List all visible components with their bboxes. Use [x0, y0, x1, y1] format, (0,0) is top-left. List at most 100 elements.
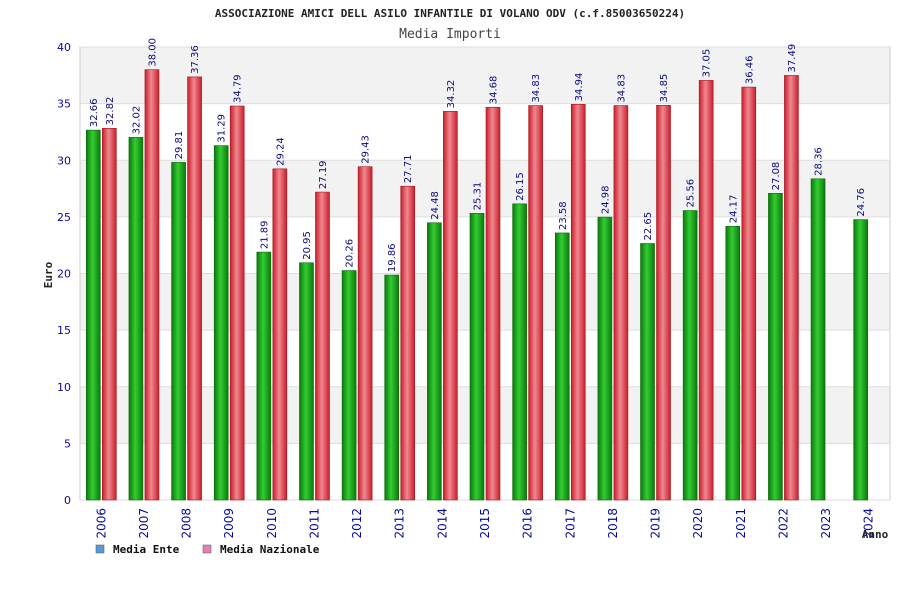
value-label: 27.71	[403, 155, 414, 184]
x-axis-title: Anno	[862, 528, 889, 541]
bar-media-nazionale-2018	[613, 105, 629, 501]
value-label: 27.08	[771, 162, 782, 191]
bar-media-ente-2011	[299, 262, 314, 501]
y-tick-label: 5	[64, 437, 71, 450]
x-tick-label: 2024	[862, 508, 876, 539]
value-label: 25.56	[686, 179, 697, 208]
y-tick-label: 40	[57, 41, 71, 54]
bar-media-nazionale-2019	[656, 105, 671, 501]
x-tick-label: 2013	[393, 508, 407, 539]
value-label: 26.15	[515, 172, 526, 201]
value-label: 23.58	[558, 201, 569, 230]
bar-media-ente-2019	[640, 243, 655, 501]
x-tick-label: 2019	[649, 508, 663, 539]
bar-media-ente-2018	[597, 216, 613, 501]
x-tick-label: 2010	[265, 508, 279, 539]
y-tick-label: 0	[64, 494, 71, 507]
x-tick-label: 2016	[521, 508, 535, 539]
bar-media-nazionale-2007	[144, 69, 160, 501]
bar-media-ente-2010	[256, 251, 272, 501]
bar-media-nazionale-2008	[187, 76, 202, 501]
x-tick-label: 2020	[691, 508, 705, 539]
bar-media-ente-2008	[171, 162, 186, 501]
value-label: 38.00	[147, 38, 158, 67]
bar-media-nazionale-2013	[400, 185, 416, 501]
value-label: 34.85	[659, 74, 670, 103]
bar-media-ente-2015	[469, 213, 485, 501]
value-label: 24.17	[728, 195, 739, 224]
x-tick-label: 2022	[776, 508, 790, 539]
x-tick-label: 2006	[94, 508, 108, 539]
value-label: 20.95	[302, 231, 313, 260]
bar-media-nazionale-2009	[229, 105, 245, 501]
value-label: 32.02	[131, 106, 142, 135]
value-labels: 32.66 32.82 32.02 38.00 29.81 37.36 31.29 34.79…	[89, 38, 867, 272]
x-tick-label: 2011	[307, 508, 321, 539]
y-tick-label: 35	[57, 98, 71, 111]
bar-media-ente-2006	[86, 129, 101, 501]
bar-media-ente-2007	[128, 137, 144, 501]
value-label: 34.79	[233, 74, 244, 103]
y-tick-label: 20	[57, 268, 71, 281]
value-label: 25.31	[473, 182, 484, 211]
legend-label-media-ente: Media Ente	[113, 543, 180, 556]
bar-media-ente-2013	[384, 274, 400, 501]
value-label: 37.05	[702, 49, 713, 78]
value-label: 29.43	[361, 135, 372, 164]
x-tick-label: 2015	[478, 508, 492, 539]
bar-media-ente-2012	[341, 270, 357, 501]
x-axis-ticks: 2006 2007 2008 2009 2010 2011 2012 2013 2014 2015…	[94, 508, 875, 539]
bar-media-nazionale-2021	[741, 86, 757, 501]
legend-swatch-media-nazionale	[202, 544, 212, 554]
legend-label-media-nazionale: Media Nazionale	[220, 543, 320, 556]
y-tick-label: 30	[57, 154, 71, 167]
x-tick-label: 2007	[137, 508, 151, 539]
x-tick-label: 2014	[435, 508, 449, 539]
value-label: 34.68	[489, 76, 500, 105]
y-axis-title: Euro	[42, 261, 55, 288]
value-label: 20.26	[345, 239, 356, 268]
x-tick-label: 2008	[180, 508, 194, 539]
legend-swatch-media-ente	[95, 544, 105, 554]
bar-media-ente-2014	[427, 222, 442, 501]
value-label: 36.46	[744, 55, 755, 84]
bar-media-nazionale-2014	[443, 111, 458, 501]
value-label: 34.32	[446, 80, 457, 109]
value-label: 37.36	[190, 45, 201, 74]
value-label: 32.82	[105, 97, 116, 126]
value-label: 21.89	[259, 220, 270, 249]
bars	[86, 69, 868, 501]
x-tick-label: 2023	[819, 508, 833, 539]
bar-media-nazionale-2022	[784, 75, 799, 501]
bar-media-nazionale-2020	[698, 80, 714, 501]
value-label: 24.48	[430, 191, 441, 220]
bar-media-ente-2024	[853, 219, 868, 501]
value-label: 29.81	[174, 131, 185, 160]
legend: Media Ente Media Nazionale	[95, 543, 320, 556]
bar-media-nazionale-2016	[528, 105, 543, 501]
value-label: 22.65	[643, 212, 654, 241]
bar-media-nazionale-2006	[102, 128, 117, 501]
chart-title: ASSOCIAZIONE AMICI DELL ASILO INFANTILE …	[215, 7, 685, 20]
value-label: 29.24	[275, 137, 286, 166]
bar-media-ente-2022	[768, 193, 783, 501]
value-label: 34.94	[574, 73, 585, 102]
y-tick-label: 10	[57, 381, 71, 394]
bar-media-ente-2009	[213, 145, 229, 501]
x-tick-label: 2018	[606, 508, 620, 539]
bar-media-ente-2023	[810, 178, 826, 501]
value-label: 24.98	[600, 185, 611, 214]
y-tick-label: 15	[57, 324, 71, 337]
bar-media-ente-2017	[554, 232, 570, 501]
y-tick-label: 25	[57, 211, 71, 224]
chart-subtitle: Media Importi	[399, 27, 501, 42]
x-tick-label: 2017	[563, 508, 577, 539]
value-label: 19.86	[387, 243, 398, 272]
y-axis-ticks: 0 5 10 15 20 25 30 35 40	[57, 41, 71, 507]
value-label: 34.83	[616, 74, 627, 103]
value-label: 32.66	[89, 98, 100, 127]
value-label: 34.83	[531, 74, 542, 103]
bar-media-nazionale-2017	[570, 104, 586, 501]
